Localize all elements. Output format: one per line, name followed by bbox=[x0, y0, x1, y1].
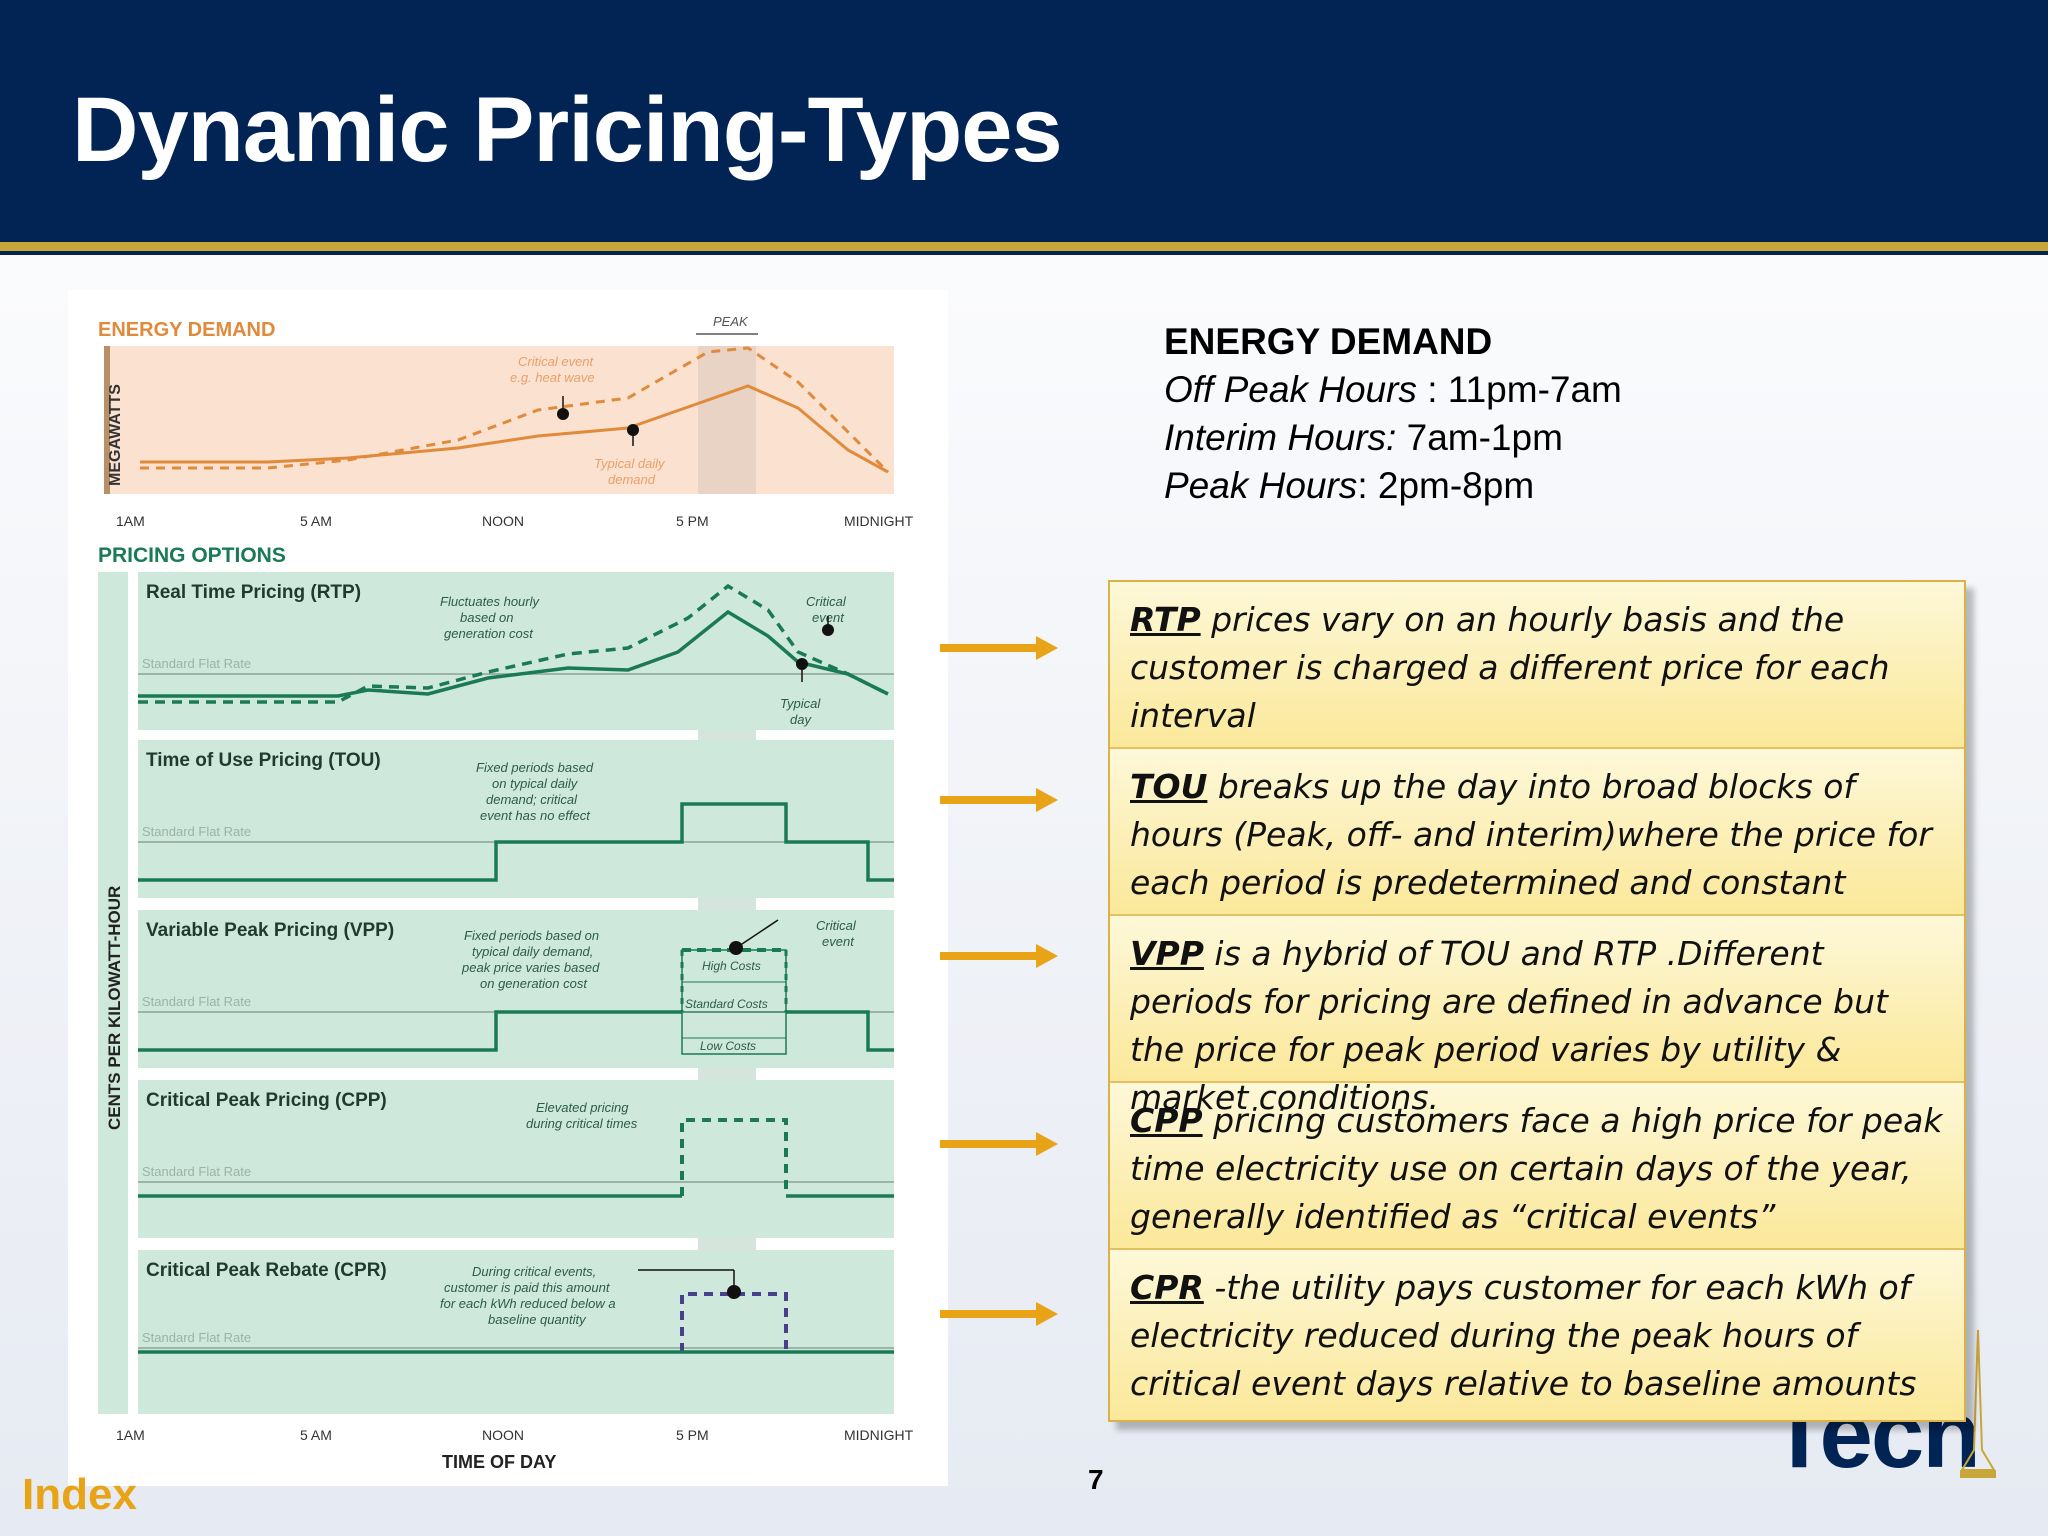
svg-text:Standard Flat Rate: Standard Flat Rate bbox=[142, 824, 251, 839]
svg-text:Fluctuates hourly: Fluctuates hourly bbox=[440, 594, 540, 609]
svg-text:NOON: NOON bbox=[482, 1427, 524, 1443]
panel-vpp-title: Variable Peak Pricing (VPP) bbox=[146, 920, 394, 941]
pricing-figure: ENERGY DEMAND MEGAWATTS PEAK Critical ev… bbox=[68, 290, 948, 1486]
svg-text:MIDNIGHT: MIDNIGHT bbox=[844, 1427, 914, 1443]
arrow-rtp bbox=[940, 636, 1058, 660]
panel-tou bbox=[138, 740, 894, 898]
index-link[interactable]: Index bbox=[22, 1470, 137, 1519]
slide-title: Dynamic Pricing-Types bbox=[72, 79, 1063, 181]
demand-panel-edge bbox=[104, 346, 110, 494]
svg-text:peak price varies based: peak price varies based bbox=[461, 960, 600, 975]
svg-text:5 AM: 5 AM bbox=[300, 1427, 332, 1443]
svg-text:During critical events,: During critical events, bbox=[472, 1264, 596, 1279]
cents-axis-bar bbox=[98, 572, 128, 1414]
description-rtp: RTP prices vary on an hourly basis and t… bbox=[1110, 582, 1964, 749]
arrow-cpr bbox=[940, 1302, 1058, 1326]
energy-demand-summary: ENERGY DEMAND Off Peak Hours : 11pm-7am … bbox=[1164, 318, 1622, 510]
header-navy-rule bbox=[0, 251, 2048, 255]
svg-text:day: day bbox=[790, 712, 812, 727]
svg-text:Elevated pricing: Elevated pricing bbox=[536, 1100, 629, 1115]
svg-text:Standard Costs: Standard Costs bbox=[685, 997, 768, 1011]
svg-text:Critical: Critical bbox=[806, 594, 847, 609]
panel-cpp bbox=[138, 1080, 894, 1238]
description-tou: TOU breaks up the day into broad blocks … bbox=[1110, 749, 1964, 916]
panel-cpp-title: Critical Peak Pricing (CPP) bbox=[146, 1090, 387, 1111]
critical-demand-line bbox=[140, 346, 890, 474]
svg-text:event has no effect: event has no effect bbox=[480, 808, 591, 823]
svg-text:Standard Flat Rate: Standard Flat Rate bbox=[142, 994, 251, 1009]
svg-text:High Costs: High Costs bbox=[702, 959, 761, 973]
svg-text:during critical times: during critical times bbox=[526, 1116, 638, 1131]
svg-text:Standard Flat Rate: Standard Flat Rate bbox=[142, 1164, 251, 1179]
time-of-day-label: TIME OF DAY bbox=[442, 1452, 556, 1472]
time-label-5pm: 5 PM bbox=[676, 513, 709, 529]
svg-text:Typical: Typical bbox=[780, 696, 821, 711]
svg-text:Critical: Critical bbox=[816, 918, 857, 933]
svg-text:demand; critical: demand; critical bbox=[486, 792, 578, 807]
energy-demand-heading: ENERGY DEMAND bbox=[1164, 321, 1493, 362]
typical-demand-note-1: Typical daily bbox=[594, 456, 666, 471]
arrow-vpp bbox=[940, 944, 1058, 968]
svg-text:Fixed periods based on: Fixed periods based on bbox=[464, 928, 599, 943]
pricing-descriptions: RTP prices vary on an hourly basis and t… bbox=[1108, 580, 1966, 1422]
description-cpr: CPR -the utility pays customer for each … bbox=[1110, 1250, 1964, 1420]
arrow-tou bbox=[940, 788, 1058, 812]
off-peak-hours: Off Peak Hours : 11pm-7am bbox=[1164, 369, 1622, 410]
svg-text:Standard Flat Rate: Standard Flat Rate bbox=[142, 656, 251, 671]
svg-text:typical daily demand,: typical daily demand, bbox=[472, 944, 593, 959]
description-vpp: VPP is a hybrid of TOU and RTP .Differen… bbox=[1110, 916, 1964, 1117]
svg-text:Low Costs: Low Costs bbox=[700, 1039, 756, 1053]
panel-vpp bbox=[138, 910, 894, 1068]
arrow-cpp bbox=[940, 1132, 1058, 1156]
svg-text:Standard Flat Rate: Standard Flat Rate bbox=[142, 1330, 251, 1345]
typical-demand-note-2: demand bbox=[608, 472, 656, 487]
panel-cpr-title: Critical Peak Rebate (CPR) bbox=[146, 1260, 387, 1281]
tower-logo-icon bbox=[1960, 1330, 1996, 1478]
energy-demand-label: ENERGY DEMAND bbox=[98, 319, 275, 341]
panel-tou-title: Time of Use Pricing (TOU) bbox=[146, 750, 381, 771]
peak-hours: Peak Hours: 2pm-8pm bbox=[1164, 465, 1535, 506]
page-number: 7 bbox=[1088, 1464, 1104, 1495]
svg-text:for each kWh reduced below a: for each kWh reduced below a bbox=[440, 1296, 616, 1311]
svg-text:customer is paid this amount: customer is paid this amount bbox=[444, 1280, 611, 1295]
svg-text:based on: based on bbox=[460, 610, 514, 625]
cents-label: CENTS PER KILOWATT-HOUR bbox=[105, 886, 124, 1130]
svg-text:1AM: 1AM bbox=[116, 1427, 145, 1443]
svg-text:event: event bbox=[822, 934, 855, 949]
time-label-midnight: MIDNIGHT bbox=[844, 513, 914, 529]
svg-text:baseline quantity: baseline quantity bbox=[488, 1312, 587, 1327]
header-gold-rule bbox=[0, 242, 2048, 251]
demand-panel-bg bbox=[104, 346, 894, 494]
panel-cpr bbox=[138, 1250, 894, 1414]
peak-band bbox=[698, 346, 756, 494]
svg-text:on generation cost: on generation cost bbox=[480, 976, 588, 991]
time-label-1am: 1AM bbox=[116, 513, 145, 529]
svg-text:5 PM: 5 PM bbox=[676, 1427, 709, 1443]
slide-header: Dynamic Pricing-Types bbox=[0, 0, 2048, 255]
critical-event-note-1: Critical event bbox=[518, 354, 595, 369]
megawatts-label: MEGAWATTS bbox=[107, 384, 124, 486]
panel-rtp-title: Real Time Pricing (RTP) bbox=[146, 582, 361, 603]
peak-label: PEAK bbox=[713, 314, 749, 329]
pricing-options-label: PRICING OPTIONS bbox=[98, 544, 286, 567]
critical-event-note-2: e.g. heat wave bbox=[510, 370, 595, 385]
description-cpp: CPP pricing customers face a high price … bbox=[1110, 1083, 1964, 1250]
svg-text:generation cost: generation cost bbox=[444, 626, 534, 641]
svg-text:on typical daily: on typical daily bbox=[492, 776, 579, 791]
time-label-noon: NOON bbox=[482, 513, 524, 529]
interim-hours: Interim Hours: 7am-1pm bbox=[1164, 417, 1563, 458]
time-label-5am: 5 AM bbox=[300, 513, 332, 529]
svg-text:Fixed periods based: Fixed periods based bbox=[476, 760, 594, 775]
pricing-figure-svg: ENERGY DEMAND MEGAWATTS PEAK Critical ev… bbox=[98, 314, 914, 1472]
